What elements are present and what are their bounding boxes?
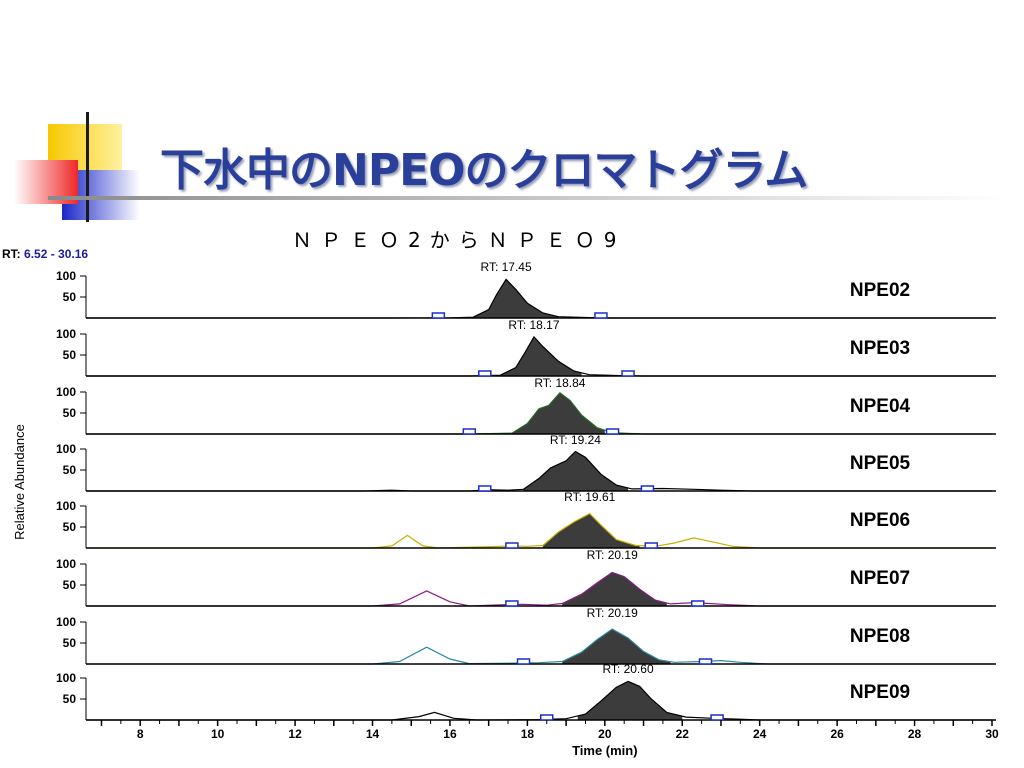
x-tick-label: 10 (211, 727, 225, 741)
peak-area (500, 338, 582, 376)
x-tick-label: 12 (288, 727, 302, 741)
x-axis-label: Time (min) (572, 743, 638, 758)
x-tick-label: 30 (985, 727, 999, 741)
trace-name: NPE07 (850, 568, 910, 589)
trace-name: NPE03 (850, 338, 910, 359)
integration-marker (431, 312, 446, 319)
y-tick-label: 50 (63, 406, 77, 420)
rt-label: RT: 19.24 (550, 433, 601, 447)
peak-area (473, 279, 559, 318)
rt-label: RT: 19.61 (564, 490, 615, 504)
y-tick-label: 50 (63, 290, 77, 304)
trace-line (86, 512, 992, 549)
trace-line (86, 628, 992, 665)
y-tick-label: 100 (56, 615, 76, 629)
integration-marker (605, 428, 620, 435)
title-decoration (14, 112, 1008, 222)
integration-marker (621, 370, 635, 377)
integration-marker (594, 312, 608, 319)
y-tick-label: 100 (56, 269, 76, 283)
peak-area (511, 393, 605, 434)
rt-label: RT: 20.19 (587, 606, 638, 620)
trace-name: NPE05 (850, 453, 911, 474)
trace-name: NPE08 (850, 626, 910, 647)
trace-name: NPE02 (850, 280, 910, 301)
x-tick-label: 16 (443, 727, 457, 741)
y-tick-label: 100 (56, 557, 76, 571)
trace-line (86, 680, 992, 721)
integration-marker (539, 714, 554, 721)
y-tick-label: 50 (63, 636, 77, 650)
integration-marker (644, 542, 659, 549)
integration-marker (462, 428, 477, 435)
integration-marker (710, 714, 724, 721)
integration-marker (640, 485, 655, 492)
rt-label: RT: 20.19 (587, 548, 638, 562)
x-tick-label: 20 (598, 727, 612, 741)
integration-marker (698, 658, 713, 665)
peak-area (562, 629, 671, 664)
x-tick-label: 28 (908, 727, 922, 741)
x-tick-label: 14 (366, 727, 380, 741)
y-tick-label: 100 (56, 442, 76, 456)
x-tick-label: 8 (137, 727, 144, 741)
peak-area (562, 572, 667, 606)
y-tick-label: 100 (56, 671, 76, 685)
y-tick-label: 50 (63, 463, 77, 477)
integration-marker (516, 658, 531, 665)
y-tick-label: 50 (63, 692, 77, 706)
trace-name: NPE04 (850, 396, 911, 417)
y-tick-label: 50 (63, 348, 77, 362)
y-tick-label: 100 (56, 385, 76, 399)
integration-marker (505, 600, 519, 607)
integration-marker (505, 542, 519, 549)
rt-range-value: 6.52 - 30.16 (24, 247, 89, 261)
y-tick-label: 100 (56, 499, 76, 513)
y-tick-label: 50 (63, 520, 77, 534)
deco-horizontal-line (48, 196, 1008, 200)
rt-label: RT: 18.84 (534, 376, 585, 390)
y-axis-label: Relative Abundance (12, 424, 27, 540)
integration-marker (478, 370, 492, 377)
rt-range-label: RT: (2, 247, 21, 261)
integration-marker (690, 600, 705, 607)
rt-range: RT: 6.52 - 30.16 (2, 247, 88, 261)
x-tick-label: 24 (753, 727, 767, 741)
peak-area (577, 681, 683, 720)
rt-label: RT: 20.60 (602, 662, 653, 676)
y-tick-label: 100 (56, 327, 76, 341)
y-tick-label: 50 (63, 578, 77, 592)
slide-title: 下水中のNPEOのクロマトグラム (160, 145, 808, 196)
rt-label: RT: 17.45 (481, 260, 532, 274)
x-tick-label: 26 (830, 727, 844, 741)
rt-label: RT: 18.17 (508, 318, 559, 332)
trace-name: NPE06 (850, 510, 910, 531)
chart-subtitle: ＮＰＥＯ2からＮＰＥＯ9 (292, 228, 626, 252)
x-tick-label: 22 (676, 727, 690, 741)
peak-area (523, 451, 629, 491)
deco-vertical-line (86, 112, 89, 222)
x-tick-label: 18 (521, 727, 535, 741)
trace-name: NPE09 (850, 682, 910, 703)
integration-marker (478, 485, 492, 492)
